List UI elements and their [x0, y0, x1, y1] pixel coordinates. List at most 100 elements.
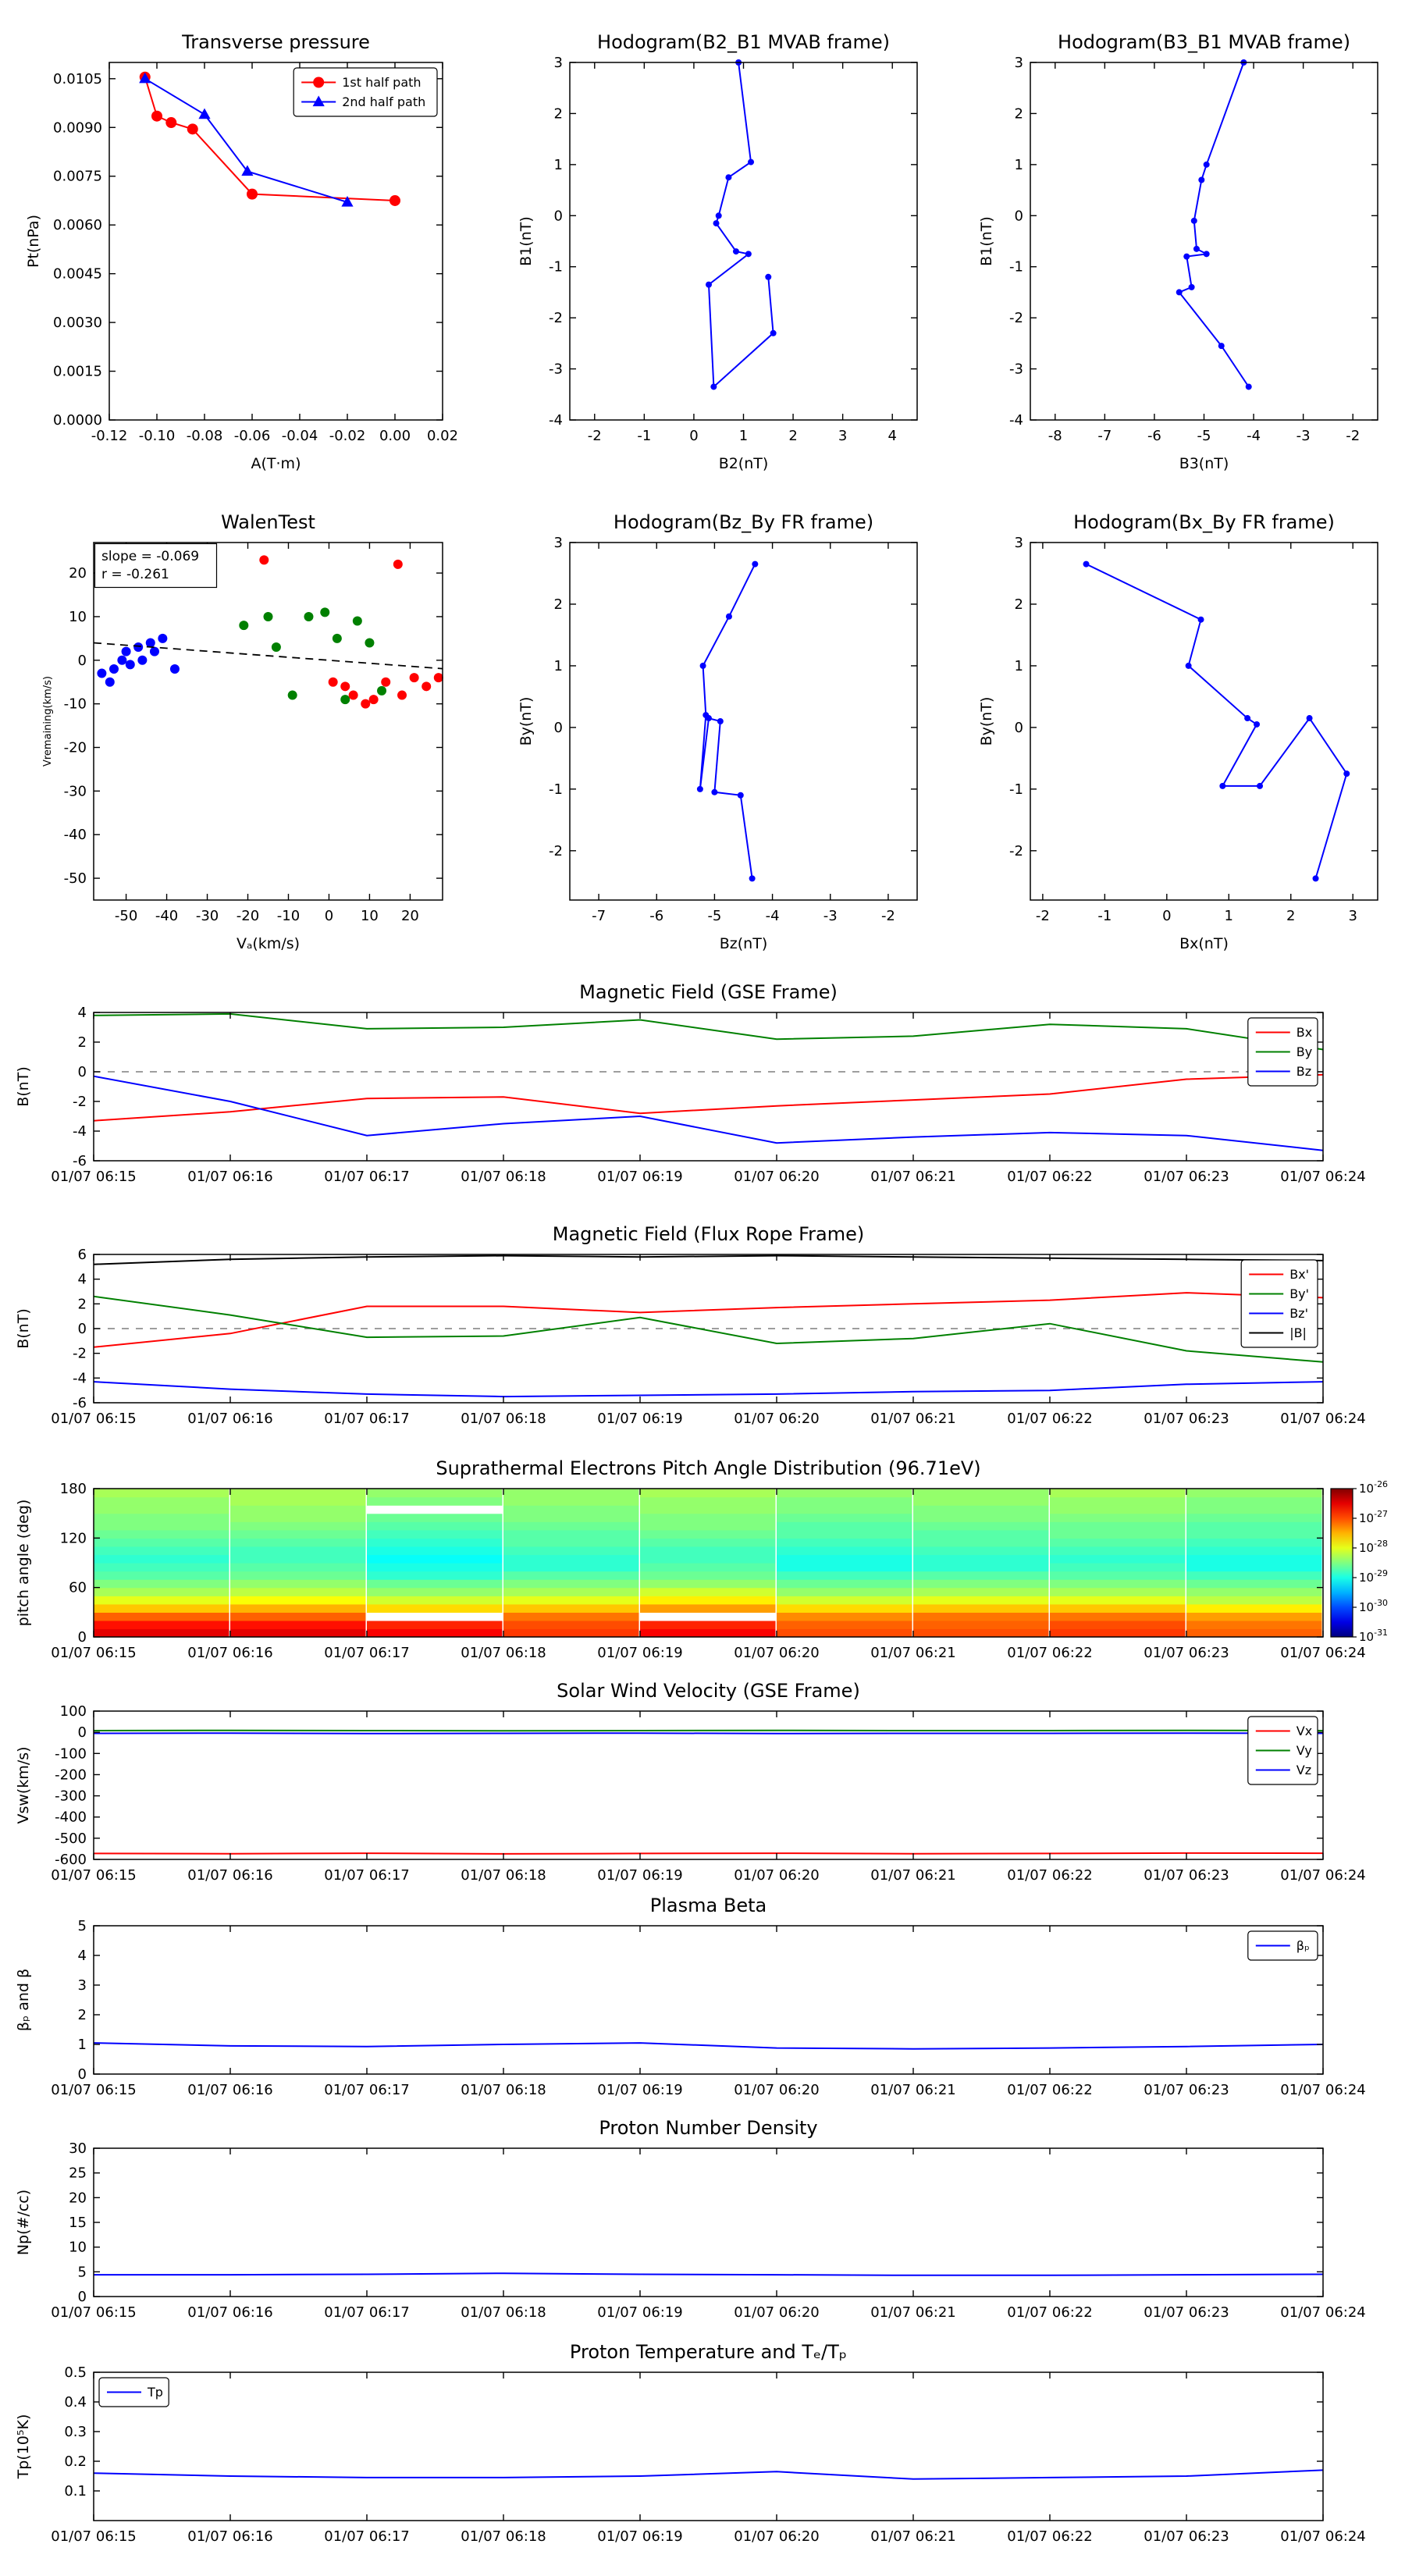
- marker-dot: [1203, 251, 1210, 258]
- x-tick-label: 01/07 06:18: [461, 1867, 546, 1884]
- x-axis-label: A(T·m): [251, 455, 301, 472]
- plot-area-mag-gse: 01/07 06:15 01/07 06:16 01/07 06:17 01/07 0…: [15, 981, 1366, 1185]
- x-tick-label: 2: [1286, 908, 1295, 924]
- chart-magnetic-field-flux-rope: 01/07 06:15 01/07 06:16 01/07 06:17 01/07 0…: [0, 1214, 1405, 1440]
- marker-dot: [717, 718, 724, 724]
- x-tick-label: 20: [401, 908, 419, 924]
- x-tick-label: 01/07 06:23: [1144, 1867, 1229, 1884]
- marker-circle: [365, 638, 375, 648]
- chart-hodogram-bxby: -2 -1 0 1 2 3 -2 -1 0 1 2 3 Hodogram(Bx_By FR frame)…: [956, 496, 1393, 964]
- y-tick-label: 0.2: [64, 2453, 87, 2470]
- x-tick-label: 01/07 06:17: [324, 1645, 409, 1661]
- legend-label: βₚ: [1297, 1938, 1310, 1953]
- marker-circle: [137, 655, 148, 665]
- y-tick-label: 0: [1015, 208, 1023, 224]
- marker-circle: [389, 194, 400, 206]
- y-tick-label: -1: [549, 259, 563, 276]
- legend-label: 1st half path: [342, 75, 421, 90]
- y-tick-label: -1: [1009, 781, 1023, 798]
- x-tick-label: -2: [881, 908, 895, 924]
- x-tick-label: 01/07 06:23: [1144, 1411, 1229, 1427]
- chart-proton-temperature: 01/07 06:15 01/07 06:16 01/07 06:17 01/07 0…: [0, 2332, 1405, 2566]
- x-tick-label: 01/07 06:22: [1007, 1169, 1092, 1185]
- x-axis-label: Bx(nT): [1179, 935, 1229, 952]
- marker-circle: [151, 110, 162, 122]
- title-hodogram-b3b1: Hodogram(B3_B1 MVAB frame): [1058, 31, 1350, 53]
- x-tick-label: 01/07 06:16: [187, 1645, 272, 1661]
- marker-dot: [713, 220, 720, 227]
- marker-circle: [340, 681, 350, 692]
- y-tick-label: 2: [554, 596, 563, 613]
- x-tick-label: 01/07 06:17: [324, 1411, 409, 1427]
- legend-label: Vx: [1297, 1724, 1312, 1738]
- marker-dot: [706, 281, 712, 288]
- y-tick-label: 0: [78, 1724, 87, 1741]
- legend-label: Vy: [1297, 1743, 1312, 1758]
- marker-circle: [409, 673, 419, 683]
- title-mag-fr: Magnetic Field (Flux Rope Frame): [553, 1223, 864, 1245]
- y-axis-label: Vremaining(km/s): [42, 676, 54, 767]
- x-tick-label: 01/07 06:19: [597, 2082, 682, 2098]
- colorbar-tick-label: 10-29: [1359, 1568, 1388, 1585]
- legend: 1st half path 2nd half path: [293, 67, 438, 117]
- y-tick-label: 60: [69, 1580, 87, 1596]
- svg-mag-gse: 01/07 06:15 01/07 06:16 01/07 06:17 01/07 0…: [15, 981, 1366, 1185]
- x-tick-label: -0.12: [91, 428, 128, 444]
- ticks: -50 -40 -30 -20 -10 0 10 20 -50 -40 -30 -20 -10 0 10 20: [64, 543, 443, 924]
- marker-dot: [699, 662, 706, 669]
- x-tick-label: 01/07 06:20: [734, 1169, 819, 1185]
- y-tick-label: 0: [78, 1064, 87, 1080]
- y-tick-label: 0: [554, 208, 563, 224]
- y-tick-label: -200: [55, 1767, 87, 1783]
- x-tick-label: 01/07 06:23: [1144, 2304, 1229, 2321]
- marker-circle: [328, 677, 338, 687]
- x-tick-label: 01/07 06:20: [734, 2082, 819, 2098]
- y-tick-label: 1: [1015, 658, 1023, 674]
- marker-dot: [1190, 217, 1197, 224]
- x-tick-label: 01/07 06:18: [461, 2304, 546, 2321]
- x-tick-label: 01/07 06:17: [324, 1867, 409, 1884]
- y-tick-label: 2: [78, 1034, 87, 1051]
- y-axis-label: Tp(10⁵K): [15, 2414, 32, 2480]
- svg-walen-test: -50 -40 -30 -20 -10 0 10 20 -50 -40 -30 -20 -10 0 10 20…: [42, 511, 443, 952]
- y-tick-label: 20: [69, 2190, 87, 2206]
- ticks: -2 -1 0 1 2 3 4 -4 -3 -2 -1 0 1 2 3: [549, 55, 917, 444]
- marker-dot: [1083, 560, 1090, 568]
- y-axis-label: B1(nT): [518, 216, 535, 266]
- y-tick-label: 0.5: [64, 2364, 87, 2381]
- legend: Bx' By' Bz' |B|: [1240, 1259, 1318, 1348]
- y-tick-label: -500: [55, 1831, 87, 1847]
- x-tick-label: 01/07 06:23: [1144, 2082, 1229, 2098]
- chart-proton-number-density: 01/07 06:15 01/07 06:16 01/07 06:17 01/07 0…: [0, 2108, 1405, 2334]
- marker-circle: [117, 655, 127, 665]
- y-tick-label: 25: [69, 2165, 87, 2182]
- x-tick-label: 01/07 06:23: [1144, 1645, 1229, 1661]
- ticks: -0.12 -0.10 -0.08 -0.06 -0.04 -0.02 0.00 0.02 0.…: [53, 62, 457, 444]
- x-tick-label: 01/07 06:17: [324, 1169, 409, 1185]
- marker-dot: [1193, 245, 1200, 252]
- x-tick-label: 01/07 06:21: [870, 2082, 955, 2098]
- x-tick-label: 2: [788, 428, 797, 444]
- y-tick-label: 15: [69, 2215, 87, 2231]
- svg-hodogram-b2b1: -2 -1 0 1 2 3 4 -4 -3 -2 -1 0 1 2 3 Hodogram(B2_B1 MVAB…: [518, 31, 918, 472]
- series-b2b1-path: [706, 59, 777, 390]
- x-tick-label: 01/07 06:21: [870, 1867, 955, 1884]
- x-tick-label: -8: [1048, 428, 1062, 444]
- svg-hodogram-bxby: -2 -1 0 1 2 3 -2 -1 0 1 2 3 Hodogram(Bx_By FR frame)…: [978, 511, 1378, 952]
- svg-hodogram-bzby: -7 -6 -5 -4 -3 -2 -2 -1 0 1 2 3 Hodogram(Bz_By FR fr…: [518, 511, 918, 952]
- marker-triangle: [312, 95, 325, 107]
- x-tick-label: -50: [115, 908, 137, 924]
- x-tick-label: 1: [1225, 908, 1233, 924]
- y-tick-label: 1: [78, 2037, 87, 2053]
- marker-circle: [105, 677, 115, 687]
- series-Bz: [93, 1075, 1324, 1151]
- marker-dot: [749, 875, 756, 882]
- x-tick-label: -1: [1097, 908, 1112, 924]
- title-hodogram-b2b1: Hodogram(B2_B1 MVAB frame): [597, 31, 890, 53]
- marker-dot: [725, 613, 732, 620]
- colorbar-tick-label: 10-27: [1359, 1509, 1388, 1525]
- marker-dot: [1183, 253, 1190, 260]
- chart-pitch-angle-distribution: 10-26 10-27 10-28 10-29 10-30 10-31 01/07 06:1…: [0, 1448, 1405, 1674]
